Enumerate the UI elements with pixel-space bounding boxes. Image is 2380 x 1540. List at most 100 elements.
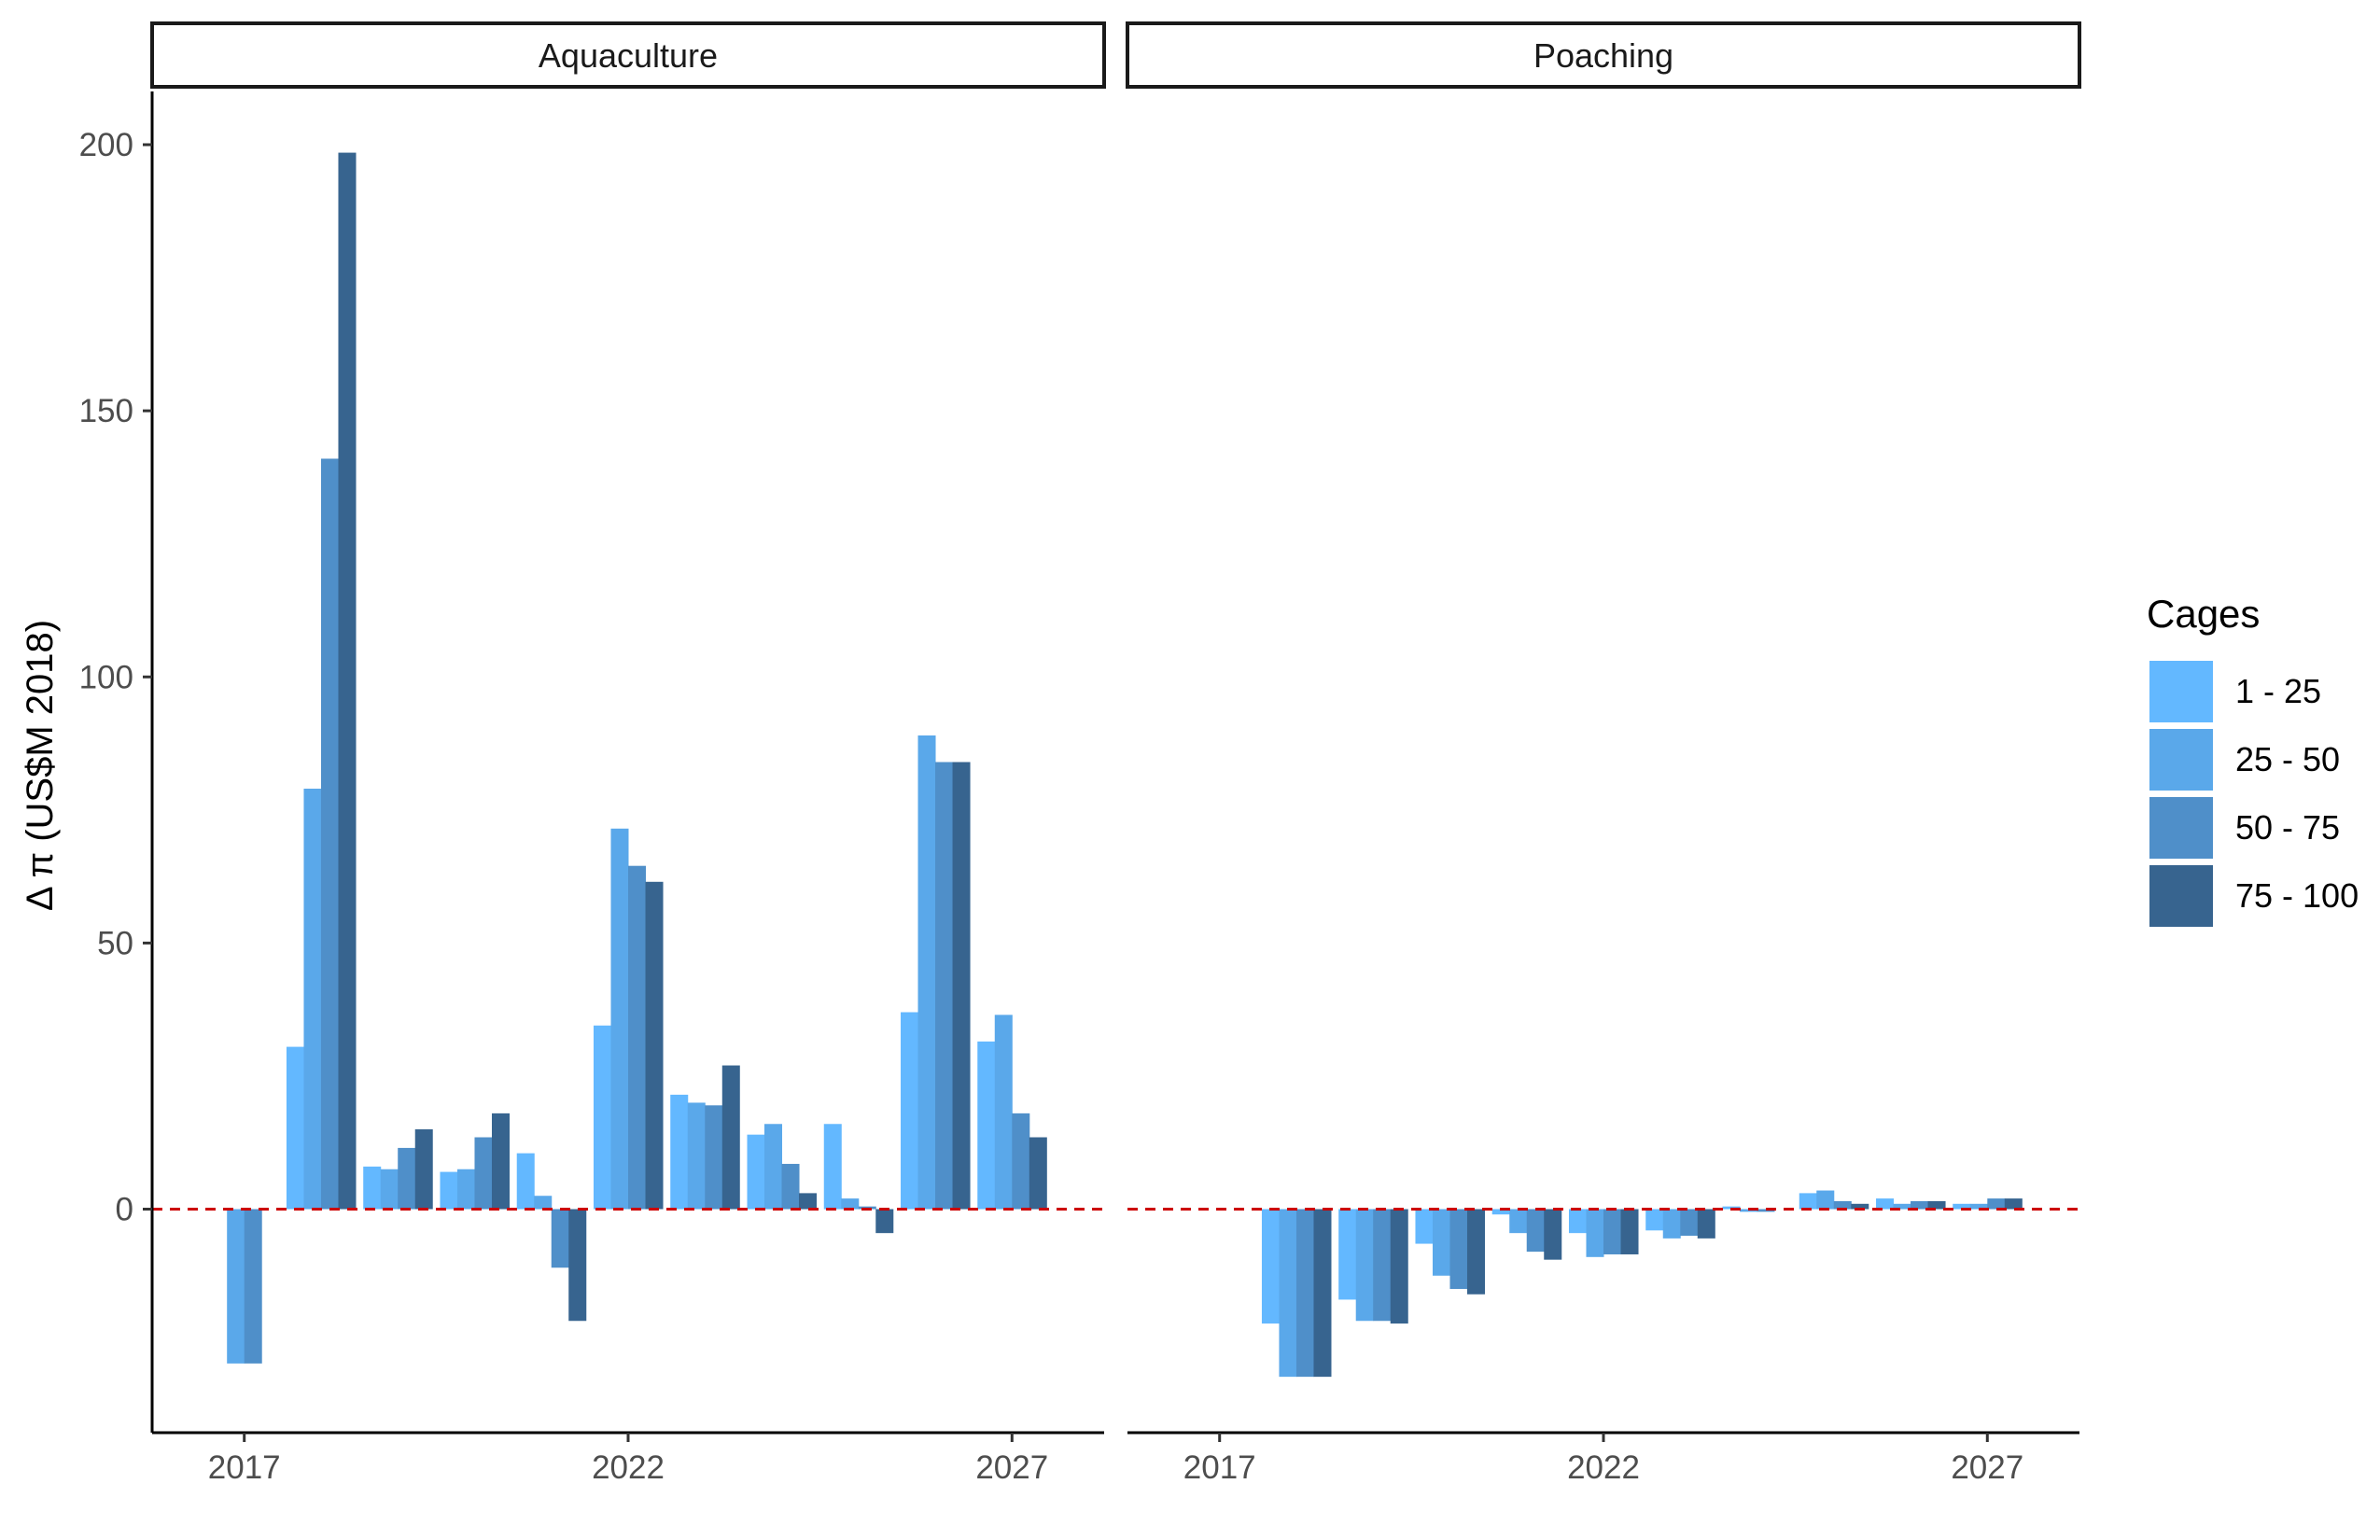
bar-poaching-2018-series-3 xyxy=(1295,1209,1314,1378)
bar-aquaculture-2020-series-4 xyxy=(491,1113,510,1210)
facet-strip-label: Poaching xyxy=(1533,36,1673,75)
bar-poaching-2026-series-2 xyxy=(1893,1203,1911,1210)
bar-aquaculture-2020-series-3 xyxy=(474,1137,493,1210)
bar-poaching-2025-series-3 xyxy=(1833,1200,1852,1210)
bar-aquaculture-2018-series-2 xyxy=(303,789,322,1210)
bar-aquaculture-2022-series-3 xyxy=(628,865,647,1210)
bar-poaching-2020-series-2 xyxy=(1432,1209,1450,1276)
bar-aquaculture-2024-series-3 xyxy=(781,1164,800,1210)
y-tick-label: 100 xyxy=(79,659,133,695)
bar-poaching-2022-series-4 xyxy=(1620,1209,1639,1254)
bar-aquaculture-2018-series-4 xyxy=(338,152,357,1210)
bar-aquaculture-2022-series-4 xyxy=(645,881,664,1210)
bar-aquaculture-2021-series-1 xyxy=(516,1153,535,1210)
bar-aquaculture-2019-series-3 xyxy=(398,1147,416,1210)
x-tick-label: 2027 xyxy=(1951,1449,2023,1486)
bar-poaching-2020-series-1 xyxy=(1415,1209,1434,1244)
bar-aquaculture-2027-series-4 xyxy=(1029,1137,1047,1210)
bar-aquaculture-2024-series-4 xyxy=(799,1193,818,1210)
bar-poaching-2023-series-3 xyxy=(1680,1209,1699,1237)
bar-aquaculture-2017-series-2 xyxy=(227,1209,245,1364)
bar-poaching-2022-series-1 xyxy=(1568,1209,1587,1234)
legend-key-2 xyxy=(2149,729,2213,791)
facet-strip-label: Aquaculture xyxy=(539,36,718,75)
bar-poaching-2018-series-4 xyxy=(1313,1209,1332,1378)
bar-aquaculture-2018-series-1 xyxy=(286,1046,304,1210)
bar-poaching-2019-series-1 xyxy=(1338,1209,1357,1300)
bar-aquaculture-2025-series-1 xyxy=(823,1124,842,1210)
bar-poaching-2020-series-3 xyxy=(1449,1209,1468,1290)
bar-poaching-2021-series-4 xyxy=(1544,1209,1562,1260)
legend-key-3 xyxy=(2149,797,2213,859)
bar-poaching-2021-series-3 xyxy=(1526,1209,1545,1253)
bar-poaching-2026-series-4 xyxy=(1927,1200,1946,1210)
bar-aquaculture-2026-series-2 xyxy=(917,735,936,1210)
bar-aquaculture-2021-series-2 xyxy=(534,1196,553,1210)
bar-poaching-2023-series-2 xyxy=(1662,1209,1681,1239)
bar-poaching-2023-series-1 xyxy=(1645,1209,1664,1231)
bar-aquaculture-2027-series-2 xyxy=(994,1015,1013,1210)
bar-aquaculture-2021-series-4 xyxy=(568,1209,587,1322)
bar-aquaculture-2024-series-2 xyxy=(764,1124,783,1210)
y-axis-title: Δ π (US$M 2018) xyxy=(20,620,61,911)
bar-aquaculture-2020-series-1 xyxy=(440,1171,458,1210)
bar-aquaculture-2020-series-2 xyxy=(456,1169,475,1210)
legend-label-1: 1 - 25 xyxy=(2235,672,2321,710)
facet-panels: Aquaculture 2017 2022 2027 0 50 100 150 200 Poach… xyxy=(79,21,2081,1486)
legend-label-4: 75 - 100 xyxy=(2235,876,2359,915)
bar-poaching-2021-series-1 xyxy=(1491,1209,1510,1215)
x-tick-label: 2027 xyxy=(975,1449,1048,1486)
bar-aquaculture-2023-series-4 xyxy=(721,1065,740,1210)
bar-aquaculture-2025-series-2 xyxy=(841,1198,860,1210)
bar-poaching-2025-series-4 xyxy=(1851,1203,1869,1210)
x-tick-label: 2017 xyxy=(208,1449,281,1486)
bar-poaching-2023-series-4 xyxy=(1697,1209,1715,1239)
bar-aquaculture-2023-series-2 xyxy=(687,1102,706,1210)
bar-aquaculture-2026-series-1 xyxy=(901,1012,919,1210)
bar-poaching-2027-series-4 xyxy=(2004,1198,2023,1210)
bar-poaching-2027-series-2 xyxy=(1969,1203,1988,1210)
bar-poaching-2018-series-1 xyxy=(1261,1209,1280,1324)
bar-aquaculture-2025-series-4 xyxy=(875,1209,894,1234)
bar-poaching-2025-series-1 xyxy=(1799,1193,1817,1210)
bar-aquaculture-2024-series-1 xyxy=(747,1134,765,1210)
bar-poaching-2021-series-2 xyxy=(1509,1209,1528,1234)
bar-aquaculture-2017-series-3 xyxy=(244,1209,262,1364)
bar-poaching-2019-series-2 xyxy=(1355,1209,1374,1322)
facet-aquaculture: Aquaculture 2017 2022 2027 0 50 100 150 200 xyxy=(79,21,1106,1486)
bar-poaching-2027-series-3 xyxy=(1987,1198,2006,1210)
legend-label-3: 50 - 75 xyxy=(2235,808,2340,847)
bar-poaching-2025-series-2 xyxy=(1816,1190,1835,1210)
bar-poaching-2027-series-1 xyxy=(1953,1203,1971,1210)
bar-poaching-2018-series-2 xyxy=(1279,1209,1297,1378)
bar-aquaculture-2019-series-2 xyxy=(380,1169,399,1210)
bar-poaching-2020-series-4 xyxy=(1466,1209,1485,1295)
bar-aquaculture-2021-series-3 xyxy=(551,1209,569,1268)
bar-aquaculture-2023-series-1 xyxy=(670,1094,689,1210)
bar-aquaculture-2026-series-3 xyxy=(935,762,954,1210)
bar-aquaculture-2023-series-3 xyxy=(705,1105,723,1210)
legend-key-4 xyxy=(2149,865,2213,927)
bar-aquaculture-2022-series-1 xyxy=(593,1025,611,1210)
bar-poaching-2019-series-4 xyxy=(1390,1209,1408,1324)
facet-strip xyxy=(150,21,1106,89)
bar-aquaculture-2019-series-4 xyxy=(414,1128,433,1210)
facet-poaching: Poaching 2017 2022 2027 xyxy=(1126,21,2081,1486)
bar-aquaculture-2027-series-1 xyxy=(977,1041,996,1210)
bar-aquaculture-2019-series-1 xyxy=(363,1166,382,1210)
bar-aquaculture-2018-series-3 xyxy=(320,458,339,1210)
legend-key-1 xyxy=(2149,661,2213,722)
x-tick-label: 2022 xyxy=(1567,1449,1640,1486)
y-tick-label: 0 xyxy=(116,1192,133,1228)
bar-poaching-2022-series-3 xyxy=(1603,1209,1622,1254)
bar-poaching-2026-series-1 xyxy=(1876,1198,1895,1210)
y-tick-label: 50 xyxy=(97,925,133,961)
bar-poaching-2019-series-3 xyxy=(1373,1209,1392,1322)
legend-title: Cages xyxy=(2147,592,2260,636)
bar-aquaculture-2027-series-3 xyxy=(1012,1113,1030,1210)
bar-aquaculture-2022-series-2 xyxy=(610,828,629,1210)
bar-aquaculture-2026-series-4 xyxy=(952,762,971,1210)
facet-strip xyxy=(1126,21,2081,89)
y-tick-label: 200 xyxy=(79,127,133,163)
